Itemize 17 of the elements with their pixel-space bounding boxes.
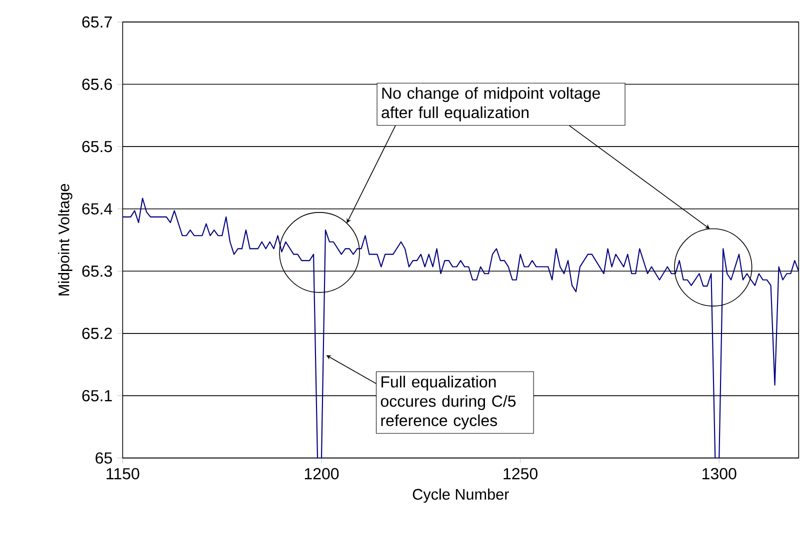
line-series bbox=[122, 198, 799, 458]
x-axis-title: Cycle Number bbox=[412, 488, 509, 503]
y-tick-label: 65.7 bbox=[82, 16, 112, 28]
y-tick-label: 65.6 bbox=[82, 78, 112, 90]
annotation: No change of midpoint voltage after full equalization bbox=[382, 87, 600, 122]
y-axis-title: Midpoint Voltage bbox=[58, 184, 72, 296]
y-tick-label: 65 bbox=[96, 452, 112, 464]
y-tick-label: 65.3 bbox=[82, 265, 112, 277]
annotation: Full equalization occures during C/5 reference cycles bbox=[380, 376, 516, 430]
x-tick-label: 1200 bbox=[304, 468, 339, 480]
y-tick-label: 65.2 bbox=[82, 328, 112, 340]
y-tick-label: 65.4 bbox=[82, 203, 112, 215]
x-tick-label: 1250 bbox=[504, 468, 538, 480]
y-tick-label: 65.5 bbox=[82, 140, 112, 152]
x-tick-label: 1150 bbox=[106, 468, 140, 480]
y-tick-label: 65.1 bbox=[82, 390, 112, 402]
x-tick-label: 1300 bbox=[702, 468, 736, 480]
